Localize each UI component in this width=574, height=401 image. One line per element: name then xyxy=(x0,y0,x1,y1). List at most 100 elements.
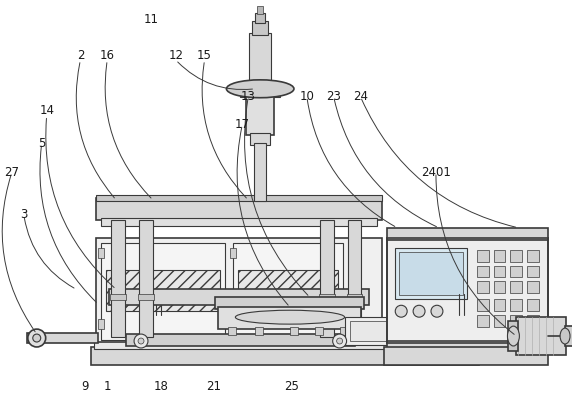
Circle shape xyxy=(33,334,41,342)
Bar xyxy=(106,269,220,311)
Bar xyxy=(494,299,506,311)
Bar xyxy=(528,250,539,261)
Bar xyxy=(126,334,355,346)
Text: 1: 1 xyxy=(103,380,111,393)
Text: 3: 3 xyxy=(20,209,28,221)
Bar xyxy=(111,220,125,337)
Circle shape xyxy=(138,338,144,344)
Bar xyxy=(387,341,548,349)
Bar xyxy=(215,297,364,309)
Bar xyxy=(139,220,153,337)
Bar xyxy=(249,33,271,88)
Text: 12: 12 xyxy=(168,49,183,61)
Bar xyxy=(510,282,522,294)
Bar xyxy=(528,265,539,277)
Bar xyxy=(476,299,488,311)
Circle shape xyxy=(134,334,148,348)
Bar xyxy=(347,294,362,300)
Bar xyxy=(254,144,266,201)
Bar xyxy=(385,347,548,365)
Bar xyxy=(250,134,270,146)
Bar xyxy=(350,321,400,341)
Bar xyxy=(387,228,548,240)
Bar xyxy=(246,96,274,136)
Text: 2401: 2401 xyxy=(421,166,451,179)
Bar xyxy=(27,333,98,343)
Bar xyxy=(230,248,236,257)
Bar xyxy=(476,250,488,261)
Circle shape xyxy=(431,305,443,317)
Bar xyxy=(252,21,268,35)
Bar xyxy=(101,243,226,340)
Bar xyxy=(234,243,343,340)
Text: 15: 15 xyxy=(197,49,212,61)
Bar xyxy=(509,321,518,351)
Bar xyxy=(138,294,154,300)
Text: 21: 21 xyxy=(206,380,221,393)
Bar xyxy=(400,252,463,296)
Bar xyxy=(494,282,506,294)
Ellipse shape xyxy=(560,328,570,344)
Bar xyxy=(110,294,126,300)
Bar xyxy=(528,315,539,327)
Bar xyxy=(320,220,333,337)
Bar xyxy=(219,307,362,329)
Bar xyxy=(476,315,488,327)
Bar xyxy=(230,319,236,329)
Bar xyxy=(528,282,539,294)
Bar xyxy=(565,326,574,346)
Bar xyxy=(517,317,566,355)
Bar xyxy=(510,315,522,327)
Bar xyxy=(96,195,382,201)
Bar xyxy=(241,83,280,97)
Circle shape xyxy=(28,329,46,347)
Bar xyxy=(94,341,476,349)
Text: 10: 10 xyxy=(300,90,315,103)
Bar xyxy=(109,290,370,305)
Bar xyxy=(98,248,104,257)
Bar xyxy=(315,327,323,335)
Circle shape xyxy=(413,305,425,317)
Bar xyxy=(238,269,338,311)
Bar xyxy=(290,327,298,335)
Bar xyxy=(387,238,548,343)
Text: 5: 5 xyxy=(38,137,45,150)
Bar xyxy=(255,13,265,23)
Bar xyxy=(340,327,348,335)
Bar xyxy=(348,220,362,337)
Bar xyxy=(528,299,539,311)
Text: 25: 25 xyxy=(285,380,300,393)
Ellipse shape xyxy=(226,80,294,98)
Bar xyxy=(91,347,479,365)
Bar xyxy=(96,238,382,342)
Bar xyxy=(476,265,488,277)
Circle shape xyxy=(333,334,347,348)
Bar xyxy=(476,282,488,294)
Bar xyxy=(494,250,506,261)
Bar xyxy=(255,327,263,335)
Text: 14: 14 xyxy=(39,104,54,117)
Text: 9: 9 xyxy=(82,380,89,393)
Bar xyxy=(510,299,522,311)
Bar xyxy=(96,198,382,220)
Text: 16: 16 xyxy=(100,49,115,61)
Bar xyxy=(510,265,522,277)
Circle shape xyxy=(395,305,407,317)
Bar xyxy=(510,250,522,261)
Bar xyxy=(228,327,236,335)
Circle shape xyxy=(337,338,343,344)
Ellipse shape xyxy=(235,310,344,324)
Text: 27: 27 xyxy=(5,166,20,179)
Text: 2: 2 xyxy=(77,49,84,61)
Bar xyxy=(98,319,104,329)
Bar xyxy=(387,238,548,343)
Bar xyxy=(494,315,506,327)
Bar xyxy=(319,294,335,300)
Bar xyxy=(101,218,377,226)
Ellipse shape xyxy=(507,326,519,346)
Bar xyxy=(395,248,467,299)
Text: 11: 11 xyxy=(144,13,158,26)
Bar xyxy=(257,6,263,14)
Text: 24: 24 xyxy=(353,90,368,103)
Bar xyxy=(494,265,506,277)
